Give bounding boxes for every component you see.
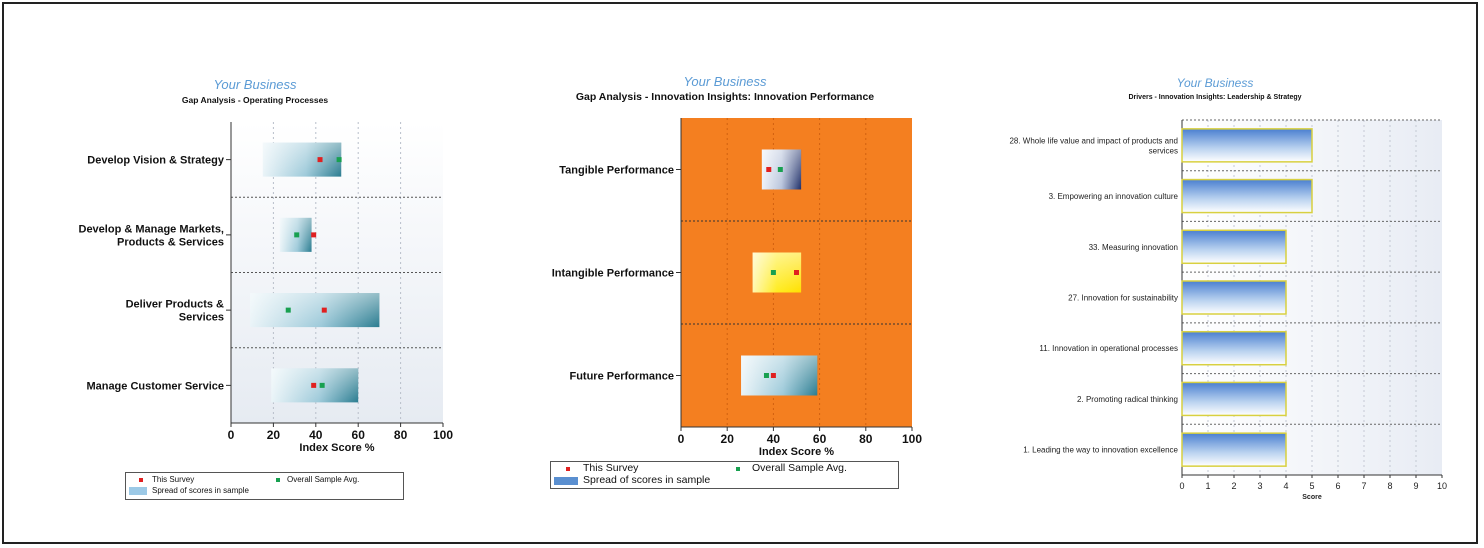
this-survey-marker bbox=[770, 373, 776, 378]
spread-bar-sheen bbox=[262, 142, 342, 177]
overall-avg-marker bbox=[777, 167, 783, 172]
legend-spread-swatch bbox=[129, 487, 147, 495]
category-label: services bbox=[1149, 146, 1178, 155]
category-label: Products & Services bbox=[117, 236, 224, 248]
this-survey-marker bbox=[321, 307, 327, 313]
category-label: Develop & Manage Markets, bbox=[79, 223, 225, 235]
category-label: 33. Measuring innovation bbox=[1089, 243, 1178, 252]
category-label: 1. Leading the way to innovation excelle… bbox=[1023, 446, 1178, 455]
score-bar bbox=[1181, 381, 1287, 417]
x-tick-label: 20 bbox=[267, 428, 281, 442]
panel2-legend: This Survey Overall Sample Avg. Spread o… bbox=[550, 461, 899, 489]
legend-spread-swatch bbox=[554, 477, 578, 485]
legend-spread: Spread of scores in sample bbox=[583, 474, 711, 486]
legend-overall-marker bbox=[276, 478, 280, 482]
x-tick-label: 0 bbox=[1179, 481, 1184, 491]
panel3-title: Drivers - Innovation Insights: Leadershi… bbox=[1128, 94, 1302, 101]
spread-bar-sheen bbox=[741, 355, 818, 396]
this-survey-marker bbox=[794, 270, 799, 275]
x-tick-label: 6 bbox=[1335, 481, 1340, 491]
overall-avg-marker bbox=[285, 307, 291, 313]
score-bar bbox=[1181, 432, 1287, 467]
overall-avg-marker bbox=[336, 157, 342, 163]
x-tick-label: 7 bbox=[1361, 481, 1366, 491]
x-tick-label: 20 bbox=[721, 432, 735, 446]
x-tick-label: 40 bbox=[767, 432, 781, 446]
overall-avg-marker bbox=[770, 270, 776, 275]
score-bar bbox=[1181, 330, 1287, 366]
x-axis-label: Index Score % bbox=[759, 446, 834, 458]
x-tick-label: 60 bbox=[813, 432, 827, 446]
category-label: 28. Whole life value and impact of produ… bbox=[1009, 136, 1178, 145]
overall-avg-marker bbox=[319, 382, 325, 388]
overall-avg-marker bbox=[294, 232, 300, 238]
score-bar bbox=[1181, 229, 1287, 265]
overall-avg-marker bbox=[763, 373, 769, 378]
x-tick-label: 5 bbox=[1309, 481, 1314, 491]
category-label: Manage Customer Service bbox=[86, 380, 224, 392]
panel3-subtitle: Your Business bbox=[1176, 76, 1254, 90]
x-tick-label: 1 bbox=[1205, 481, 1210, 491]
this-survey-marker bbox=[317, 157, 323, 163]
x-tick-label: 2 bbox=[1231, 481, 1236, 491]
x-tick-label: 8 bbox=[1387, 481, 1392, 491]
x-tick-label: 0 bbox=[228, 428, 235, 442]
x-tick-label: 3 bbox=[1257, 481, 1262, 491]
score-bar bbox=[1181, 178, 1313, 214]
legend-this-survey: This Survey bbox=[152, 475, 195, 484]
this-survey-marker bbox=[311, 232, 317, 238]
category-label: Develop Vision & Strategy bbox=[87, 155, 225, 167]
category-label: Future Performance bbox=[569, 371, 674, 383]
legend-this-survey-marker bbox=[566, 467, 570, 471]
x-tick-label: 9 bbox=[1413, 481, 1418, 491]
legend-this-survey-marker bbox=[139, 478, 143, 482]
x-tick-label: 80 bbox=[859, 432, 873, 446]
x-tick-label: 100 bbox=[433, 428, 453, 442]
category-label: Services bbox=[179, 312, 224, 324]
this-survey-marker bbox=[766, 167, 772, 172]
category-label: 27. Innovation for sustainability bbox=[1068, 294, 1178, 303]
x-tick-label: 80 bbox=[394, 428, 408, 442]
spread-bar-sheen bbox=[752, 252, 802, 293]
panel1-legend: This Survey Overall Sample Avg. Spread o… bbox=[125, 472, 404, 500]
legend-overall: Overall Sample Avg. bbox=[287, 475, 360, 484]
panel2-title: Gap Analysis - Innovation Insights: Inno… bbox=[575, 91, 875, 103]
spread-bar-sheen bbox=[250, 293, 380, 328]
category-label: Deliver Products & bbox=[126, 299, 224, 311]
panel2-subtitle: Your Business bbox=[683, 74, 767, 89]
legend-spread: Spread of scores in sample bbox=[152, 486, 249, 495]
category-label: Intangible Performance bbox=[552, 268, 674, 280]
x-tick-label: 40 bbox=[309, 428, 323, 442]
legend-overall-marker bbox=[736, 467, 740, 471]
x-tick-label: 10 bbox=[1437, 481, 1447, 491]
x-tick-label: 4 bbox=[1283, 481, 1288, 491]
score-bar bbox=[1181, 128, 1313, 163]
legend-this-survey: This Survey bbox=[583, 462, 639, 474]
category-label: 2. Promoting radical thinking bbox=[1077, 395, 1178, 404]
category-label: Tangible Performance bbox=[559, 165, 674, 177]
category-label: 11. Innovation in operational processes bbox=[1039, 344, 1178, 353]
score-bar bbox=[1181, 280, 1287, 315]
x-tick-label: 0 bbox=[678, 432, 685, 446]
legend-overall: Overall Sample Avg. bbox=[752, 462, 847, 474]
this-survey-marker bbox=[311, 382, 317, 388]
x-tick-label: 100 bbox=[902, 432, 922, 446]
category-label: 3. Empowering an innovation culture bbox=[1049, 192, 1179, 201]
x-axis-label: Index Score % bbox=[299, 442, 374, 454]
panel1-subtitle: Your Business bbox=[213, 77, 297, 92]
panel1-title: Gap Analysis - Operating Processes bbox=[181, 95, 329, 105]
x-tick-label: 60 bbox=[352, 428, 366, 442]
x-axis-label: Score bbox=[1302, 494, 1322, 501]
